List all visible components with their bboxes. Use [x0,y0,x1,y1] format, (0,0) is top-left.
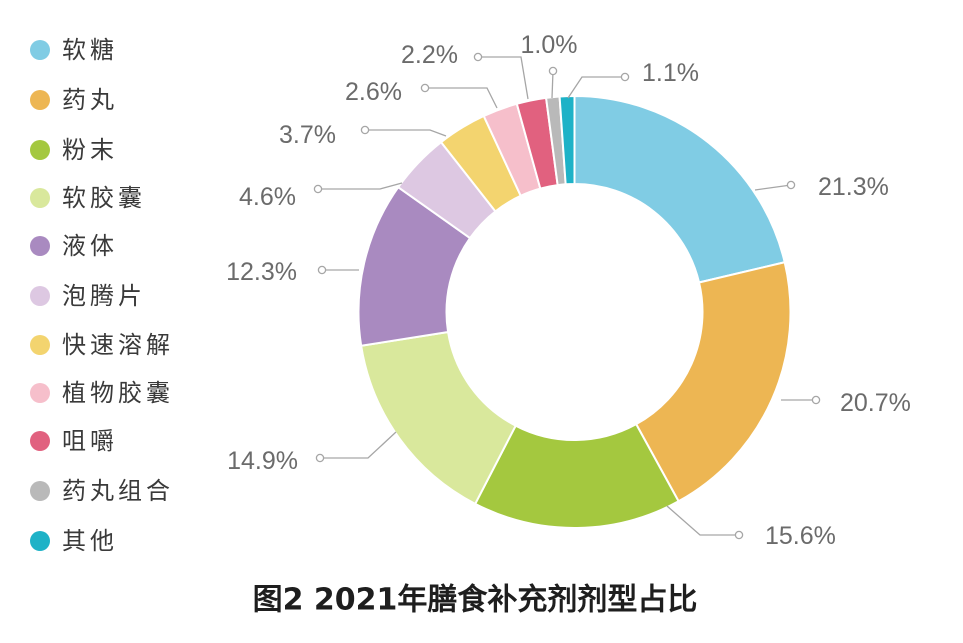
legend-label: 药丸组合 [62,477,174,505]
leader-line-10 [551,70,554,99]
legend-label: 泡腾片 [62,282,146,310]
data-label: 3.7% [279,121,336,149]
leader-end-dot-6 [313,184,323,194]
legend-item: 咀嚼 [30,427,118,455]
data-label: 14.9% [227,447,298,475]
donut-slice-1 [573,95,786,284]
leader-line-7 [365,129,447,137]
donut-slice-11 [558,95,576,186]
legend-item: 液体 [30,232,118,260]
leader-end-dot-2 [811,395,821,405]
leader-end-dot-3 [734,530,744,540]
data-label: 12.3% [226,258,297,286]
legend-label: 植物胶囊 [62,379,174,407]
legend-item: 软胶囊 [30,184,146,212]
legend-swatch [30,531,50,551]
legend-item: 植物胶囊 [30,379,174,407]
legend-item: 快速溶解 [30,331,174,359]
leader-line-4 [320,431,397,459]
leader-line-3 [666,505,739,536]
legend-label: 快速溶解 [62,331,174,359]
data-label: 2.6% [345,78,402,106]
legend-item: 药丸组合 [30,477,174,505]
legend-item: 药丸 [30,86,118,114]
leader-line-8 [425,87,498,109]
donut-slices [357,95,792,529]
chart-title: 图2 2021年膳食补充剂剂型占比 [253,583,698,618]
leader-line-1 [754,184,792,191]
legend-swatch [30,236,50,256]
data-label: 15.6% [765,522,836,550]
leader-end-dot-10 [548,66,558,76]
legend-swatch [30,188,50,208]
legend-label: 咀嚼 [62,427,118,455]
legend-item: 粉末 [30,136,118,164]
data-label: 20.7% [840,389,911,417]
legend-label: 软胶囊 [62,184,146,212]
data-label: 4.6% [239,183,296,211]
legend-swatch [30,481,50,501]
leader-line-9 [478,56,529,100]
legend-label: 药丸 [62,86,118,114]
legend-item: 其他 [30,527,118,555]
data-label: 1.0% [521,31,578,59]
legend-swatch [30,40,50,60]
leader-end-dot-9 [473,52,483,62]
data-label: 2.2% [401,41,458,69]
legend-label: 粉末 [62,136,118,164]
legend-swatch [30,140,50,160]
data-labels: 21.3% 20.7% 15.6% 14.9% 12.3% 4.6% 3.7% … [226,31,911,550]
legend-item: 软糖 [30,36,118,64]
data-label: 1.1% [642,59,699,87]
legend-swatch [30,90,50,110]
leader-line-6 [318,182,403,190]
leader-end-dot-11 [620,72,630,82]
donut-slice-2 [635,261,792,503]
legend: 软糖 药丸 粉末 软胶囊 液体 泡腾片 [30,36,174,555]
legend-swatch [30,335,50,355]
leader-lines [313,52,821,540]
legend-swatch [30,431,50,451]
leader-end-dot-7 [360,125,370,135]
legend-swatch [30,286,50,306]
leader-end-dot-1 [786,180,796,190]
data-label: 21.3% [818,173,889,201]
legend-swatch [30,383,50,403]
leader-line-11 [567,76,625,99]
legend-label: 软糖 [62,36,118,64]
leader-end-dot-5 [317,265,327,275]
leader-end-dot-8 [420,83,430,93]
legend-label: 液体 [62,232,118,260]
leader-end-dot-4 [315,453,325,463]
legend-item: 泡腾片 [30,282,146,310]
legend-label: 其他 [62,527,118,555]
